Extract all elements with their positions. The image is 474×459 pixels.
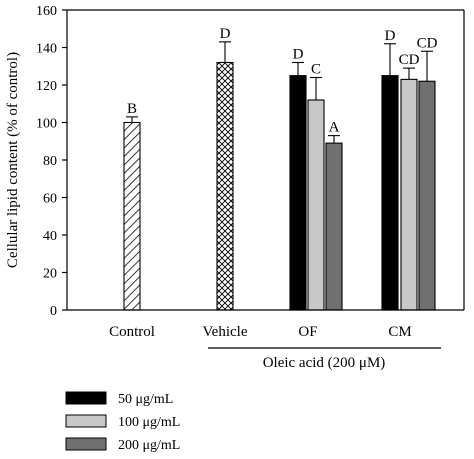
bar-cm-6: CD — [399, 52, 420, 311]
bar-cm-5: D — [381, 28, 399, 311]
y-tick-label: 0 — [50, 304, 57, 319]
oleic-acid-group-label: Oleic acid (200 μM) — [263, 355, 386, 371]
significance-letter: D — [293, 47, 304, 63]
bar-rect — [381, 75, 399, 311]
y-tick-label: 40 — [43, 229, 57, 244]
bar-of-3: C — [307, 62, 325, 311]
legend-entry-label: 100 μg/mL — [118, 415, 180, 430]
legend-swatch — [65, 391, 107, 405]
bar-rect — [307, 99, 325, 311]
bar-rect — [400, 78, 418, 311]
significance-letter: CD — [399, 52, 420, 68]
legend-entry-label: 200 μg/mL — [118, 438, 180, 453]
x-category-label: Control — [109, 324, 155, 340]
y-tick-label: 80 — [43, 154, 57, 169]
significance-letter: D — [220, 26, 231, 42]
bar-rect — [123, 121, 141, 311]
significance-letter: C — [311, 62, 321, 78]
bar-of-2: D — [289, 47, 307, 311]
bar-cm-7: CD — [417, 35, 438, 311]
bar-rect — [418, 80, 436, 311]
bar-rect — [216, 61, 234, 311]
x-category-label: CM — [388, 324, 411, 340]
significance-letter: D — [385, 28, 396, 44]
legend-swatch — [65, 414, 107, 428]
y-tick-label: 60 — [43, 192, 57, 207]
bar-rect — [325, 142, 343, 311]
x-category-label: Vehicle — [203, 324, 248, 340]
y-tick-label: 20 — [43, 267, 57, 282]
x-category-label: OF — [298, 324, 317, 340]
legend-swatch — [65, 437, 107, 451]
significance-letter: A — [329, 120, 340, 136]
legend-entry-label: 50 μg/mL — [118, 392, 173, 407]
y-tick-label: 160 — [36, 4, 57, 19]
significance-letter: CD — [417, 35, 438, 51]
bar-vehicle-1: D — [216, 26, 234, 311]
legend: 50 μg/mL 100 μg/mL 200 μg/mL — [65, 391, 180, 453]
bar-control-0: B — [123, 101, 141, 311]
y-axis-label: Cellular lipid content (% of control) — [5, 52, 21, 268]
bar-of-4: A — [325, 120, 343, 311]
y-tick-label: 120 — [36, 79, 57, 94]
bar-rect — [289, 75, 307, 311]
y-tick-label: 100 — [36, 117, 57, 132]
y-tick-label: 140 — [36, 42, 57, 57]
significance-letter: B — [127, 101, 137, 117]
